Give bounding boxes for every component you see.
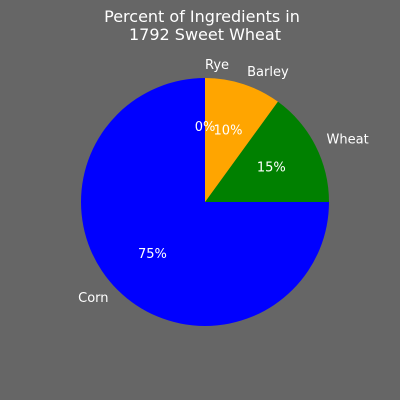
pie-pct-label-barley: 10% — [214, 124, 243, 139]
pie-label-barley: Barley — [247, 65, 289, 80]
pie-label-corn: Corn — [78, 291, 108, 306]
pie-pct-label-rye: 0% — [195, 120, 216, 135]
pie-slice-barley — [205, 78, 278, 202]
pie-slice-corn — [81, 78, 329, 326]
pie-pct-label-corn: 75% — [138, 247, 167, 262]
chart-title-line-1: Percent of Ingredients in — [104, 7, 300, 26]
pie-slices — [81, 78, 329, 326]
pie-labels: Wheat 15% Barley 10% Rye 0% Corn 75% — [78, 58, 369, 306]
chart-title-line-2: 1792 Sweet Wheat — [129, 25, 281, 44]
pie-pct-label-wheat: 15% — [257, 161, 286, 176]
pie-label-wheat: Wheat — [327, 133, 369, 148]
pie-label-rye: Rye — [205, 58, 229, 73]
pie-slice-wheat — [205, 101, 329, 202]
